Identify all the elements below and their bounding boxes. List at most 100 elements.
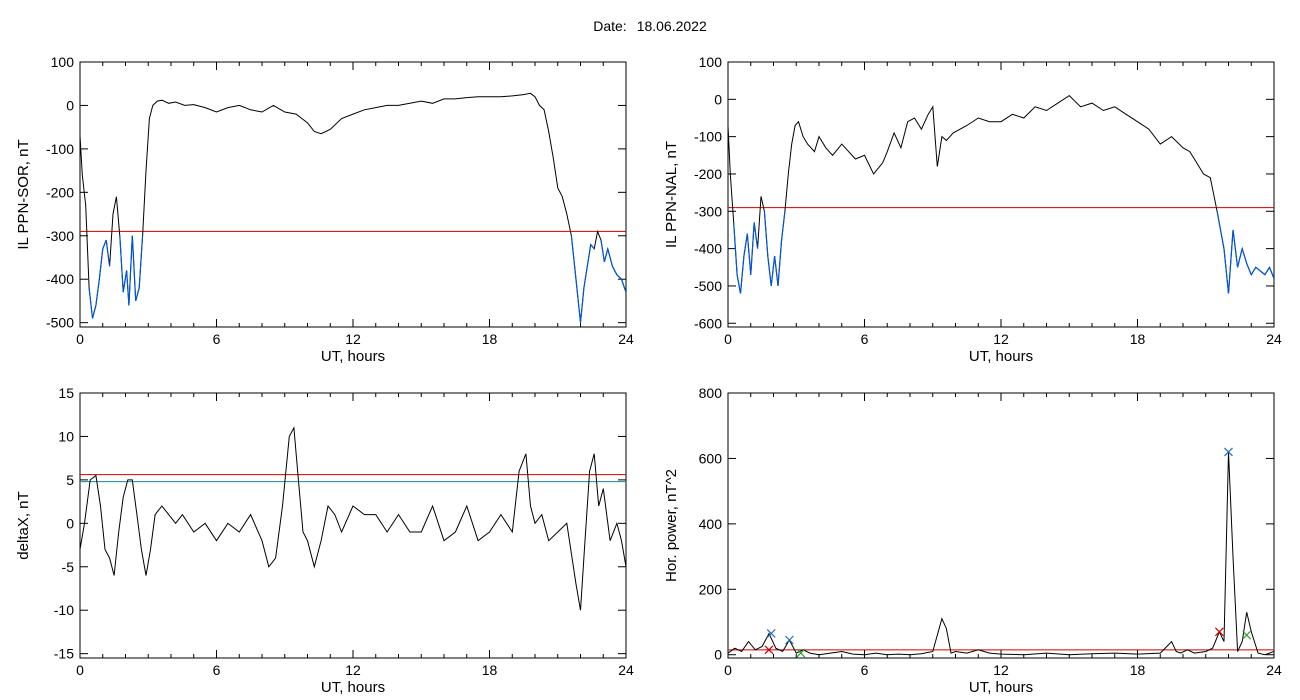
- below-threshold-segment: [600, 240, 605, 262]
- peak-marker: [1224, 447, 1233, 457]
- peak-marker-stroke: [1242, 630, 1252, 640]
- x-tick-label: 18: [1130, 331, 1146, 347]
- y-tick-label: 0: [66, 515, 74, 531]
- below-threshold-segment: [770, 256, 776, 287]
- x-axis-label: UT, hours: [969, 348, 1033, 365]
- below-threshold-segment: [1237, 248, 1243, 268]
- x-tick-label: 18: [482, 331, 498, 347]
- below-threshold-segment: [570, 235, 577, 280]
- y-tick-label: -100: [46, 141, 74, 157]
- y-tick-label: 0: [714, 647, 722, 663]
- series-line: [80, 92, 626, 323]
- below-threshold-segment: [102, 239, 107, 250]
- y-tick-label: -600: [694, 315, 722, 331]
- peak-marker: [1214, 627, 1224, 637]
- below-threshold-segment: [91, 305, 97, 319]
- y-axis-label: deltaX, nT: [15, 491, 32, 559]
- series-line: [728, 451, 1274, 656]
- x-tick-label: 0: [76, 331, 84, 347]
- below-threshold-segment: [126, 270, 130, 306]
- y-tick-label: -300: [46, 228, 74, 244]
- y-tick-label: -200: [46, 184, 74, 200]
- y-tick-label: -400: [694, 241, 722, 257]
- y-tick-label: 15: [58, 385, 74, 401]
- plot-frame: [79, 61, 627, 328]
- y-tick-label: 0: [66, 97, 74, 113]
- date-header: Date: 18.06.2022: [0, 18, 1300, 34]
- x-tick-label: 18: [482, 662, 498, 678]
- below-threshold-segment: [1223, 248, 1230, 294]
- below-threshold-segment: [1227, 229, 1234, 294]
- below-threshold-segment: [767, 256, 772, 287]
- x-tick-label: 6: [213, 662, 221, 678]
- below-threshold-segment: [579, 287, 585, 323]
- below-threshold-segment: [1250, 266, 1257, 276]
- date-label: Date:: [593, 18, 627, 34]
- below-threshold-segment: [750, 222, 755, 275]
- below-threshold-segment: [733, 222, 738, 275]
- y-tick-label: 800: [699, 385, 723, 401]
- series-line: [728, 94, 1274, 294]
- below-threshold-segment: [583, 266, 588, 288]
- plot-frame: [79, 392, 627, 659]
- below-threshold-segment: [1255, 266, 1261, 272]
- x-tick-label: 24: [1266, 662, 1282, 678]
- below-threshold-segment: [122, 270, 128, 293]
- peak-marker-stroke: [785, 635, 794, 645]
- plot-frame: [727, 392, 1275, 659]
- x-tick-label: 24: [618, 331, 634, 347]
- y-tick-label: -10: [54, 602, 74, 618]
- x-tick-label: 0: [724, 662, 732, 678]
- y-tick-label: -5: [62, 559, 75, 575]
- below-threshold-segment: [575, 279, 582, 323]
- below-threshold-segment: [1241, 248, 1248, 264]
- y-tick-label: -500: [46, 315, 74, 331]
- below-threshold-segment: [590, 244, 595, 250]
- peak-marker-stroke: [766, 629, 776, 638]
- x-tick-label: 6: [213, 331, 221, 347]
- peak-marker-stroke: [796, 648, 806, 658]
- y-tick-label: 600: [699, 450, 723, 466]
- x-tick-label: 6: [861, 662, 869, 678]
- y-axis-label: IL PPN-SOR, nT: [15, 139, 32, 249]
- y-tick-label: -200: [694, 166, 722, 182]
- below-threshold-segment: [774, 256, 779, 287]
- below-threshold-segment: [607, 248, 613, 267]
- below-threshold-segment: [753, 222, 759, 249]
- peak-marker: [1242, 630, 1252, 640]
- below-threshold-segment: [616, 274, 622, 280]
- below-threshold-segment: [135, 287, 140, 302]
- plot-frame: [727, 61, 1275, 328]
- below-threshold-segment: [611, 265, 618, 276]
- x-tick-label: 24: [618, 662, 634, 678]
- below-threshold-segment: [119, 235, 124, 293]
- peak-marker-stroke: [1224, 447, 1233, 457]
- series-line: [80, 426, 626, 611]
- x-tick-label: 0: [724, 331, 732, 347]
- below-threshold-segment: [1246, 263, 1252, 275]
- y-tick-label: 100: [699, 54, 723, 70]
- peak-marker: [796, 648, 806, 658]
- y-axis-label: Hor. power, nT^2: [663, 469, 680, 582]
- y-tick-label: 0: [714, 91, 722, 107]
- panel-sor: 0 6 12 18 24 100 0 -100 -200 -300 -400 -500 UT, hour…: [15, 54, 634, 365]
- below-threshold-segment: [763, 211, 769, 257]
- x-tick-label: 18: [1130, 662, 1146, 678]
- below-threshold-segment: [1259, 270, 1266, 276]
- below-threshold-segment: [138, 235, 144, 288]
- peak-marker: [764, 645, 774, 655]
- peak-marker-stroke: [764, 645, 774, 655]
- below-threshold-segment: [95, 279, 100, 306]
- y-axis-label: IL PPN-NAL, nT: [663, 141, 680, 248]
- peak-marker: [766, 629, 776, 638]
- x-axis-label: UT, hours: [969, 679, 1033, 696]
- below-threshold-segment: [586, 244, 592, 267]
- x-tick-label: 12: [345, 331, 361, 347]
- panel-hpower: 0 6 12 18 24 800 600 400 200 0 UT, hours Hor. power…: [663, 385, 1282, 696]
- below-threshold-segment: [620, 279, 626, 293]
- x-tick-label: 12: [345, 662, 361, 678]
- below-threshold-segment: [1268, 267, 1274, 279]
- y-tick-label: -100: [694, 129, 722, 145]
- x-tick-label: 0: [76, 662, 84, 678]
- x-tick-label: 12: [993, 331, 1009, 347]
